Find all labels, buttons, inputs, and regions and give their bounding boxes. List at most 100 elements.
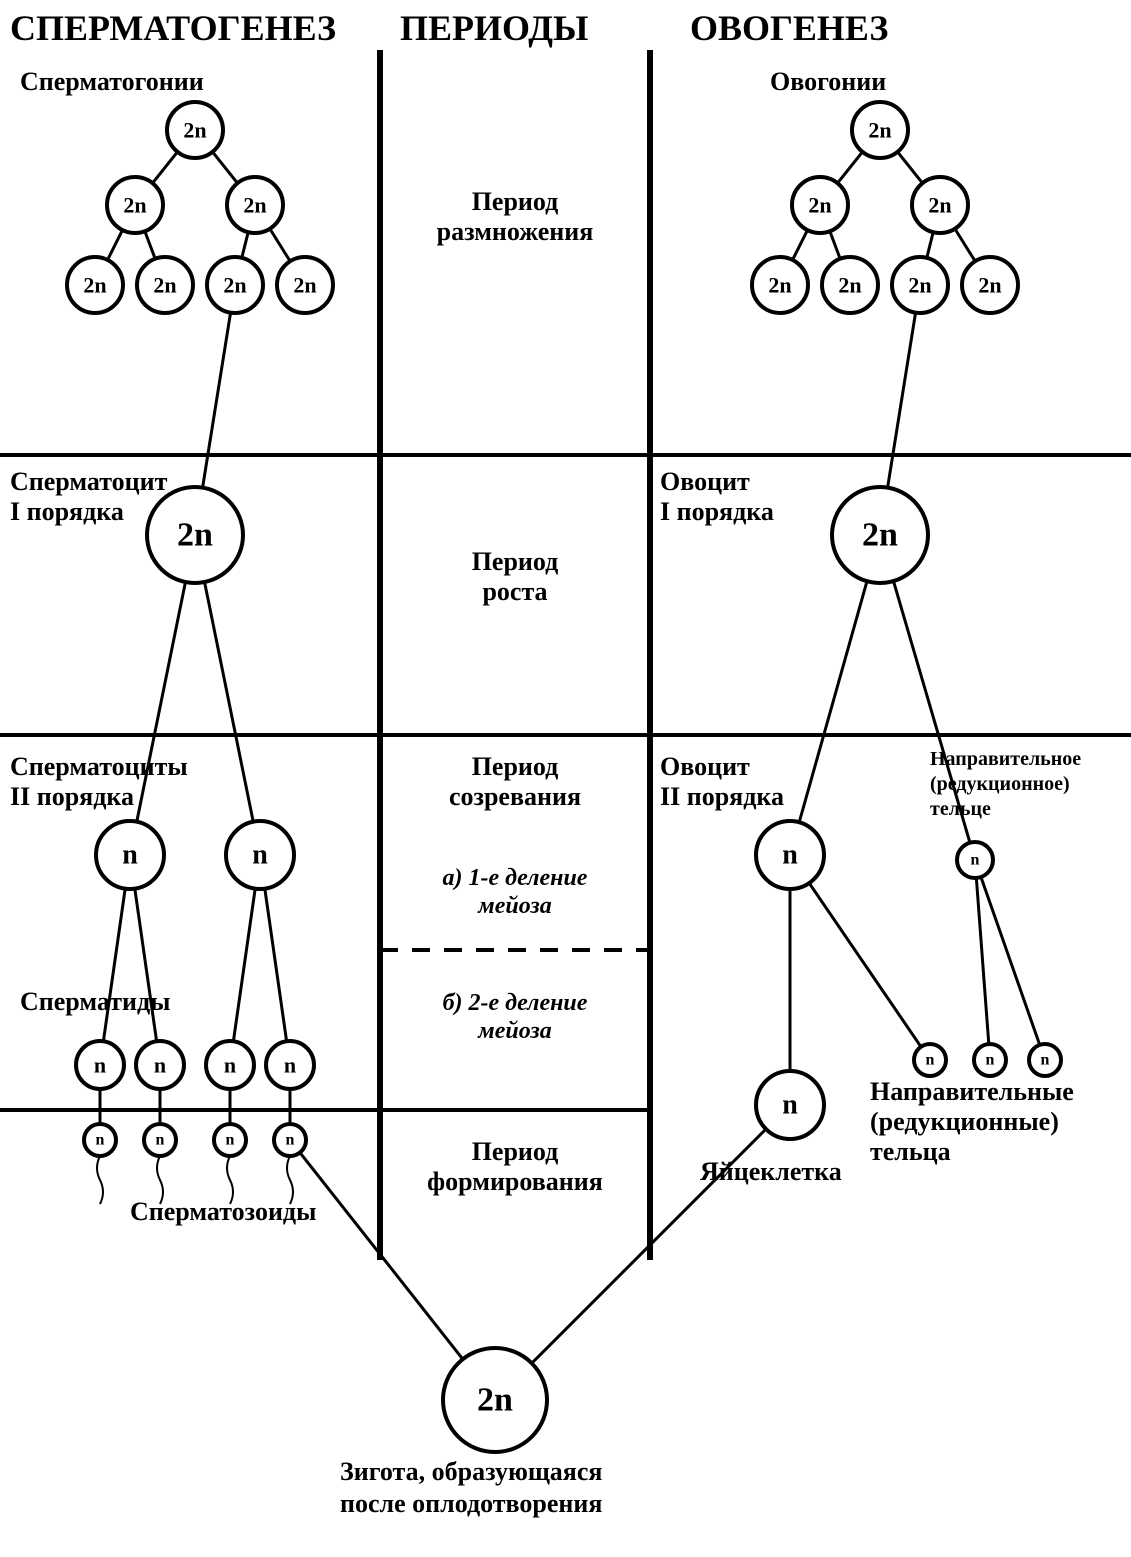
cell-st_c: n bbox=[206, 1041, 254, 1089]
edge-o_l2b-o_l3d bbox=[955, 229, 975, 262]
cell-o_l2b: 2n bbox=[912, 177, 968, 233]
cell-label: 2n bbox=[153, 273, 176, 298]
cell-label: 2n bbox=[908, 273, 931, 298]
section-label-4: Овоцит bbox=[660, 467, 750, 496]
cell-sc1: 2n bbox=[147, 487, 243, 583]
edge-sc2a-st_a bbox=[103, 889, 125, 1042]
cell-s_l3c: 2n bbox=[207, 257, 263, 313]
section-label-11: Сперматозоиды bbox=[130, 1197, 316, 1226]
polar-body-note-2: тельце bbox=[930, 798, 991, 820]
cell-o_l2a: 2n bbox=[792, 177, 848, 233]
period-label-3-line1: мейоза bbox=[477, 893, 552, 919]
edge-s_top-s_l2a bbox=[152, 152, 177, 183]
cell-label: n bbox=[96, 1132, 105, 1149]
cell-zyg: 2n bbox=[443, 1348, 547, 1452]
section-label-10: Сперматиды bbox=[20, 987, 170, 1016]
header-left: СПЕРМАТОГЕНЕЗ bbox=[10, 8, 336, 48]
cell-label: 2n bbox=[223, 273, 246, 298]
edge-s_top-s_l2b bbox=[212, 152, 237, 183]
cell-pb1: n bbox=[957, 842, 993, 878]
section-label-7: II порядка bbox=[10, 782, 134, 811]
period-label-0-line0: Период bbox=[472, 187, 559, 216]
cell-label: n bbox=[154, 1053, 166, 1078]
cell-label: 2n bbox=[862, 517, 898, 554]
edge-oc2-pb2a bbox=[809, 883, 921, 1047]
period-label-4-line0: б) 2-е деление bbox=[443, 990, 588, 1016]
cell-label: 2n bbox=[477, 1382, 513, 1419]
cell-oc1: 2n bbox=[832, 487, 928, 583]
edge-sc1-sc2b bbox=[205, 582, 254, 822]
edge-o_l2b-o_l3c bbox=[927, 232, 933, 258]
cell-label: n bbox=[224, 1053, 236, 1078]
cell-s_top: 2n bbox=[167, 102, 223, 158]
edge-s_l3c-sc1 bbox=[203, 313, 231, 488]
cell-egg: n bbox=[756, 1071, 824, 1139]
edge-o_top-o_l2a bbox=[837, 152, 862, 183]
edge-pb1-pb2b bbox=[976, 878, 988, 1044]
cell-sc2a: n bbox=[96, 821, 164, 889]
cell-o_l3a: 2n bbox=[752, 257, 808, 313]
edge-o_l2a-o_l3b bbox=[830, 231, 840, 259]
cell-o_l3d: 2n bbox=[962, 257, 1018, 313]
cell-s_l2a: 2n bbox=[107, 177, 163, 233]
cell-label: 2n bbox=[243, 193, 266, 218]
edge-s_l2a-s_l3b bbox=[145, 231, 155, 259]
section-label-12: Яйцеклетка bbox=[700, 1157, 842, 1186]
period-label-1-line0: Период bbox=[472, 547, 559, 576]
cell-pb2b: n bbox=[974, 1044, 1006, 1076]
cell-st_a: n bbox=[76, 1041, 124, 1089]
cell-label: n bbox=[782, 840, 798, 871]
period-label-2-line1: созревания bbox=[449, 782, 581, 811]
edge-s_l2b-s_l3d bbox=[270, 229, 290, 262]
gametogenesis-diagram: 2n2n2n2n2n2n2n2n2n2n2n2n2n2n2n2nnnnnnnnn… bbox=[0, 0, 1131, 1557]
edge-oc1-oc2 bbox=[799, 581, 867, 822]
cell-label: 2n bbox=[768, 273, 791, 298]
cell-label: n bbox=[782, 1090, 798, 1121]
cell-sz_a: n bbox=[84, 1124, 116, 1204]
period-label-1-line1: роста bbox=[482, 577, 547, 606]
cell-label: 2n bbox=[868, 118, 891, 143]
section-label-0: Сперматогонии bbox=[20, 67, 204, 96]
section-label-9: II порядка bbox=[660, 782, 784, 811]
period-label-4-line1: мейоза bbox=[477, 1018, 552, 1044]
edge-sc1-sc2a bbox=[137, 582, 186, 822]
polar-body-note-1: (редукционное) bbox=[930, 773, 1070, 795]
cell-label: n bbox=[286, 1132, 295, 1149]
cell-label: n bbox=[226, 1132, 235, 1149]
cell-label: 2n bbox=[83, 273, 106, 298]
cell-label: 2n bbox=[928, 193, 951, 218]
header-center: ПЕРИОДЫ bbox=[400, 8, 588, 48]
cell-sz_b: n bbox=[144, 1124, 176, 1204]
period-label-5-line1: формирования bbox=[427, 1167, 603, 1196]
cell-sz_d: n bbox=[274, 1124, 306, 1204]
cell-s_l3a: 2n bbox=[67, 257, 123, 313]
cell-pb2a: n bbox=[914, 1044, 946, 1076]
cell-s_l3d: 2n bbox=[277, 257, 333, 313]
cell-label: 2n bbox=[838, 273, 861, 298]
nodes: 2n2n2n2n2n2n2n2n2n2n2n2n2n2n2n2nnnnnnnnn… bbox=[67, 102, 1061, 1452]
cell-s_l3b: 2n bbox=[137, 257, 193, 313]
section-label-14: (редукционные) bbox=[870, 1107, 1059, 1136]
edge-sc2b-st_c bbox=[233, 889, 255, 1042]
cell-oc2: n bbox=[756, 821, 824, 889]
cell-label: n bbox=[1041, 1052, 1050, 1069]
cell-st_b: n bbox=[136, 1041, 184, 1089]
sperm-tail bbox=[97, 1156, 103, 1204]
cell-label: n bbox=[284, 1053, 296, 1078]
cell-sc2b: n bbox=[226, 821, 294, 889]
cell-label: 2n bbox=[293, 273, 316, 298]
cell-o_l3c: 2n bbox=[892, 257, 948, 313]
period-label-3-line0: а) 1-е деление bbox=[443, 865, 588, 891]
cell-label: n bbox=[971, 852, 980, 869]
edge-sc2b-st_d bbox=[265, 889, 287, 1042]
section-label-3: I порядка bbox=[10, 497, 124, 526]
header-right: ОВОГЕНЕЗ bbox=[690, 8, 888, 48]
section-label-5: I порядка bbox=[660, 497, 774, 526]
polar-body-note-0: Направительное bbox=[930, 748, 1081, 770]
cell-label: 2n bbox=[183, 118, 206, 143]
edge-o_top-o_l2b bbox=[897, 152, 922, 183]
edge-o_l2a-o_l3a bbox=[793, 230, 808, 260]
edge-o_l3c-oc1 bbox=[888, 313, 916, 488]
cell-label: 2n bbox=[978, 273, 1001, 298]
period-label-2-line0: Период bbox=[472, 752, 559, 781]
